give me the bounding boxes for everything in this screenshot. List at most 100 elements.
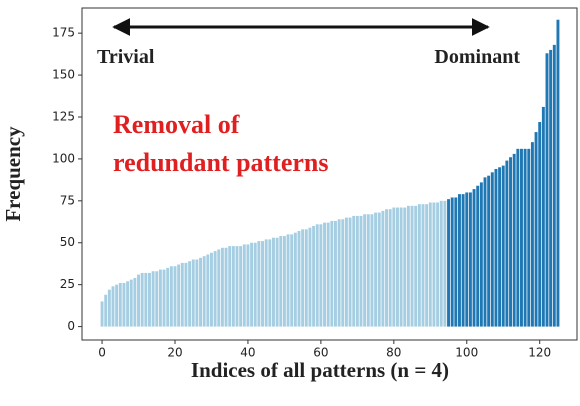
bar — [366, 214, 370, 327]
bar — [195, 259, 199, 327]
bar — [323, 222, 326, 327]
bar — [111, 286, 115, 327]
bar — [275, 237, 279, 327]
bar — [483, 177, 487, 327]
bar — [272, 237, 275, 327]
bar — [414, 205, 418, 327]
bar — [468, 192, 472, 327]
bar — [523, 148, 527, 327]
bar — [173, 266, 177, 327]
bar — [534, 132, 538, 327]
bar — [140, 272, 144, 327]
y-axis-label: Frequency — [1, 126, 25, 222]
bar — [494, 168, 498, 327]
y-tick-label: 100 — [52, 151, 75, 165]
bar — [428, 202, 432, 327]
x-tick-label: 40 — [240, 346, 255, 360]
annotation: redundant patterns — [113, 148, 329, 177]
bar — [137, 274, 140, 327]
x-tick-label: 0 — [98, 346, 106, 360]
bar — [177, 264, 181, 327]
bar — [410, 205, 414, 327]
bar — [396, 207, 399, 327]
bar — [436, 202, 440, 327]
bar — [465, 192, 469, 327]
y-tick-label: 175 — [52, 26, 75, 40]
bar — [235, 246, 239, 327]
bar — [344, 217, 348, 327]
bar — [250, 242, 254, 327]
bar — [253, 242, 257, 327]
bar — [352, 215, 356, 327]
bar — [184, 262, 188, 327]
bar — [228, 246, 232, 327]
bar — [224, 247, 228, 327]
bar — [501, 165, 505, 327]
bar — [479, 182, 483, 327]
bar — [166, 267, 170, 327]
bar — [527, 148, 531, 327]
bar — [520, 148, 523, 327]
bar — [118, 282, 122, 327]
bar — [425, 204, 429, 327]
bar — [151, 271, 155, 327]
bar — [385, 209, 388, 327]
x-tick-label: 60 — [313, 346, 328, 360]
bar — [319, 224, 323, 327]
y-tick-label: 0 — [67, 319, 75, 333]
bar — [490, 172, 494, 327]
bar — [399, 207, 403, 327]
bar — [381, 210, 385, 327]
bar — [538, 122, 542, 327]
bar — [100, 301, 104, 327]
x-tick-label: 80 — [386, 346, 401, 360]
bar — [239, 246, 243, 327]
bar — [406, 205, 410, 327]
bar — [549, 49, 553, 327]
bar — [169, 266, 173, 327]
bar — [122, 282, 126, 327]
bar — [348, 217, 352, 327]
bar — [210, 252, 213, 327]
bar — [334, 220, 337, 327]
bar — [217, 249, 221, 327]
bar — [403, 207, 407, 327]
bar — [388, 209, 392, 327]
plot-frame — [81, 7, 578, 341]
bar — [202, 256, 206, 327]
bar — [162, 269, 166, 327]
bar — [312, 225, 316, 327]
y-tick-label: 150 — [52, 68, 75, 82]
bar — [498, 167, 502, 327]
bar — [341, 219, 345, 327]
bar — [509, 157, 512, 327]
annotation: Dominant — [434, 46, 520, 68]
bar — [330, 220, 334, 327]
bar — [417, 204, 421, 327]
bar — [454, 197, 458, 327]
bar — [374, 212, 378, 327]
x-axis-label: Indices of all patterns (n = 4) — [191, 358, 449, 382]
bar — [264, 239, 268, 327]
bar — [326, 222, 330, 327]
bar — [242, 244, 246, 327]
bar — [363, 214, 367, 327]
bar — [487, 175, 491, 327]
bar — [450, 197, 454, 327]
y-tick-label: 50 — [60, 235, 75, 249]
bar — [115, 284, 119, 327]
bar — [337, 219, 341, 327]
bar — [261, 241, 264, 327]
bar — [297, 231, 301, 327]
y-tick-label: 25 — [60, 277, 75, 291]
bar — [439, 200, 443, 327]
y-tick-label: 125 — [52, 109, 75, 123]
bar — [392, 207, 396, 327]
bar — [129, 279, 133, 327]
bar — [552, 44, 556, 327]
bar — [293, 232, 297, 327]
bar — [458, 194, 461, 327]
bar — [180, 262, 184, 327]
x-tick-label: 20 — [167, 346, 182, 360]
